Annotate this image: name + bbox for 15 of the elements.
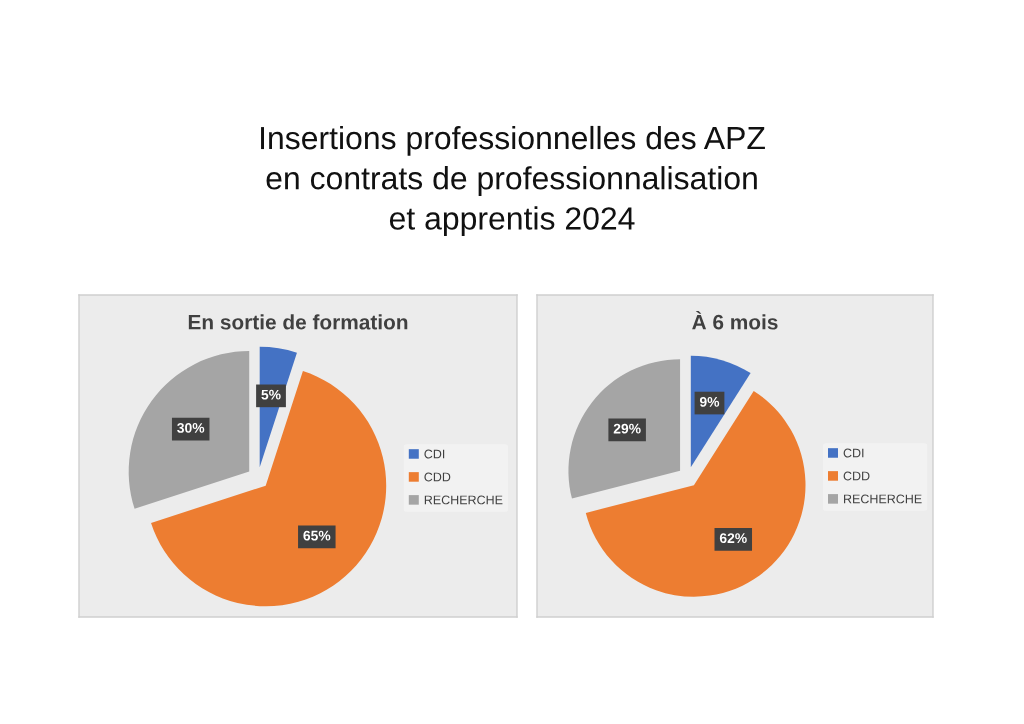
legend-label: CDD — [843, 471, 870, 481]
data-label: 65% — [303, 530, 331, 541]
legend-label: RECHERCHE — [424, 495, 503, 505]
chart-title: À 6 mois — [692, 310, 778, 330]
legend-label: RECHERCHE — [844, 494, 922, 504]
legend-label: CDI — [843, 448, 864, 458]
data-label: 9% — [699, 396, 720, 407]
text: Insertions professionnelles des APZ en contrats de professionnalisation et apprentis 2024 — [261, 125, 765, 237]
legend-label: CDI — [424, 449, 445, 459]
data-label: 5% — [261, 389, 281, 400]
data-label: 62% — [719, 533, 747, 544]
data-label: 30% — [177, 423, 205, 433]
chart-title: En sortie de formation — [188, 314, 408, 330]
data-label: 29% — [613, 423, 641, 434]
legend-label: CDD — [424, 472, 451, 482]
